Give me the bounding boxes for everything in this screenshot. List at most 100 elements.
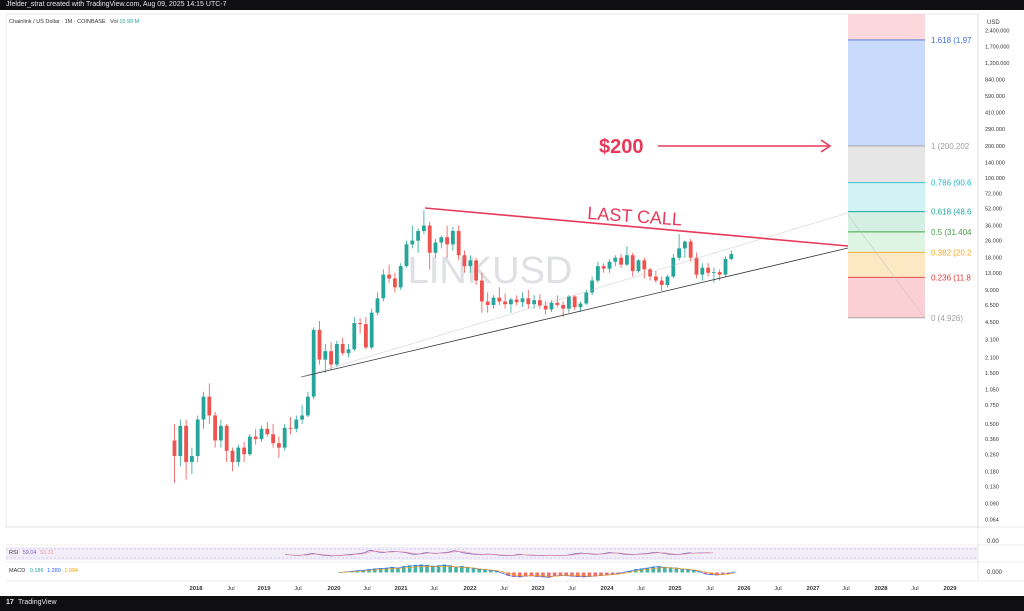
candle[interactable] xyxy=(671,253,676,279)
candle[interactable] xyxy=(514,295,519,305)
candle[interactable] xyxy=(224,423,229,463)
candle[interactable] xyxy=(485,292,490,313)
candle[interactable] xyxy=(567,295,571,313)
candle[interactable] xyxy=(491,295,496,309)
main-pane[interactable] xyxy=(5,13,979,528)
candle[interactable] xyxy=(590,276,594,296)
candle[interactable] xyxy=(410,225,415,249)
candle[interactable] xyxy=(607,259,612,273)
candle[interactable] xyxy=(381,269,386,302)
candle[interactable] xyxy=(723,256,728,277)
candle[interactable] xyxy=(369,308,374,350)
candle[interactable] xyxy=(230,447,235,472)
candle[interactable] xyxy=(677,234,681,261)
candle[interactable] xyxy=(346,344,351,358)
candle[interactable] xyxy=(294,415,299,433)
candle[interactable] xyxy=(195,415,200,463)
candle[interactable] xyxy=(358,318,362,334)
candle[interactable] xyxy=(416,228,420,253)
chart-canvas[interactable]: 1.618 (1,97 1 (200.202 0.786 (90.6 0.618 (4… xyxy=(0,10,1024,596)
candle[interactable] xyxy=(311,327,316,400)
candle[interactable] xyxy=(549,300,554,312)
candle[interactable] xyxy=(207,383,212,424)
candle[interactable] xyxy=(265,422,270,437)
candle[interactable] xyxy=(248,434,252,457)
candle[interactable] xyxy=(184,419,188,480)
candle[interactable] xyxy=(340,337,345,356)
chart-frame[interactable]: 1.618 (1,97 1 (200.202 0.786 (90.6 0.618 (4… xyxy=(0,10,1024,596)
candle[interactable] xyxy=(364,317,368,350)
candle[interactable] xyxy=(323,344,328,373)
candle[interactable] xyxy=(259,425,264,442)
candle[interactable] xyxy=(659,276,664,291)
candle[interactable] xyxy=(288,417,293,435)
candle[interactable] xyxy=(306,391,310,418)
candle[interactable] xyxy=(683,240,687,258)
candle[interactable] xyxy=(654,271,658,283)
candle[interactable] xyxy=(271,423,275,448)
candle[interactable] xyxy=(700,263,705,281)
candle[interactable] xyxy=(236,444,241,467)
candle[interactable] xyxy=(172,423,177,483)
candle[interactable] xyxy=(688,238,693,262)
candle[interactable] xyxy=(219,419,223,448)
candle[interactable] xyxy=(509,297,513,313)
candle[interactable] xyxy=(561,301,565,318)
candle[interactable] xyxy=(665,274,670,288)
candle[interactable] xyxy=(329,342,333,370)
candle[interactable] xyxy=(213,411,217,448)
candle[interactable] xyxy=(474,257,478,285)
candle[interactable] xyxy=(694,252,699,279)
candle[interactable] xyxy=(300,405,304,424)
upper-trendline[interactable] xyxy=(424,207,849,247)
candle[interactable] xyxy=(393,272,397,293)
candle[interactable] xyxy=(572,295,577,311)
candle[interactable] xyxy=(480,272,484,313)
macd-pane[interactable] xyxy=(338,564,737,578)
candle[interactable] xyxy=(729,250,734,261)
candle[interactable] xyxy=(613,255,618,267)
candle[interactable] xyxy=(503,293,507,309)
candle[interactable] xyxy=(422,210,426,234)
candle[interactable] xyxy=(335,340,339,368)
candle[interactable] xyxy=(601,263,606,273)
candle[interactable] xyxy=(456,225,461,261)
candle[interactable] xyxy=(468,255,473,273)
candle[interactable] xyxy=(277,436,281,458)
candle[interactable] xyxy=(642,257,647,279)
candle[interactable] xyxy=(387,264,391,283)
candle[interactable] xyxy=(190,447,194,474)
candle[interactable] xyxy=(433,238,438,258)
candle[interactable] xyxy=(532,295,536,309)
candle[interactable] xyxy=(462,250,467,273)
candle[interactable] xyxy=(317,320,322,365)
candle[interactable] xyxy=(282,423,287,451)
candle[interactable] xyxy=(625,246,629,267)
candle[interactable] xyxy=(520,292,525,308)
candle[interactable] xyxy=(497,287,502,305)
candle[interactable] xyxy=(636,259,641,273)
faint-trendline[interactable] xyxy=(300,212,849,378)
candle[interactable] xyxy=(398,263,403,290)
candle[interactable] xyxy=(555,295,560,308)
candle[interactable] xyxy=(596,261,600,283)
candle[interactable] xyxy=(178,419,183,467)
candle[interactable] xyxy=(451,226,455,251)
candle[interactable] xyxy=(439,235,444,249)
candle[interactable] xyxy=(445,225,449,258)
rsi-pane[interactable] xyxy=(284,549,713,557)
candle[interactable] xyxy=(578,301,583,312)
lower-trendline[interactable] xyxy=(300,247,849,378)
candle[interactable] xyxy=(375,292,380,316)
candle[interactable] xyxy=(538,294,542,309)
candle[interactable] xyxy=(253,428,258,445)
candle[interactable] xyxy=(717,269,722,281)
candle[interactable] xyxy=(404,240,409,268)
time-axis[interactable]: 2018 Jul 2019 Jul 2020 Jul 2021 Jul 2022 Jul 2023 J… xyxy=(190,586,958,592)
candle[interactable] xyxy=(427,221,432,270)
candle[interactable] xyxy=(584,289,589,305)
candle[interactable] xyxy=(201,391,206,429)
candle[interactable] xyxy=(706,263,710,277)
candle[interactable] xyxy=(352,317,357,352)
candle[interactable] xyxy=(526,289,531,309)
